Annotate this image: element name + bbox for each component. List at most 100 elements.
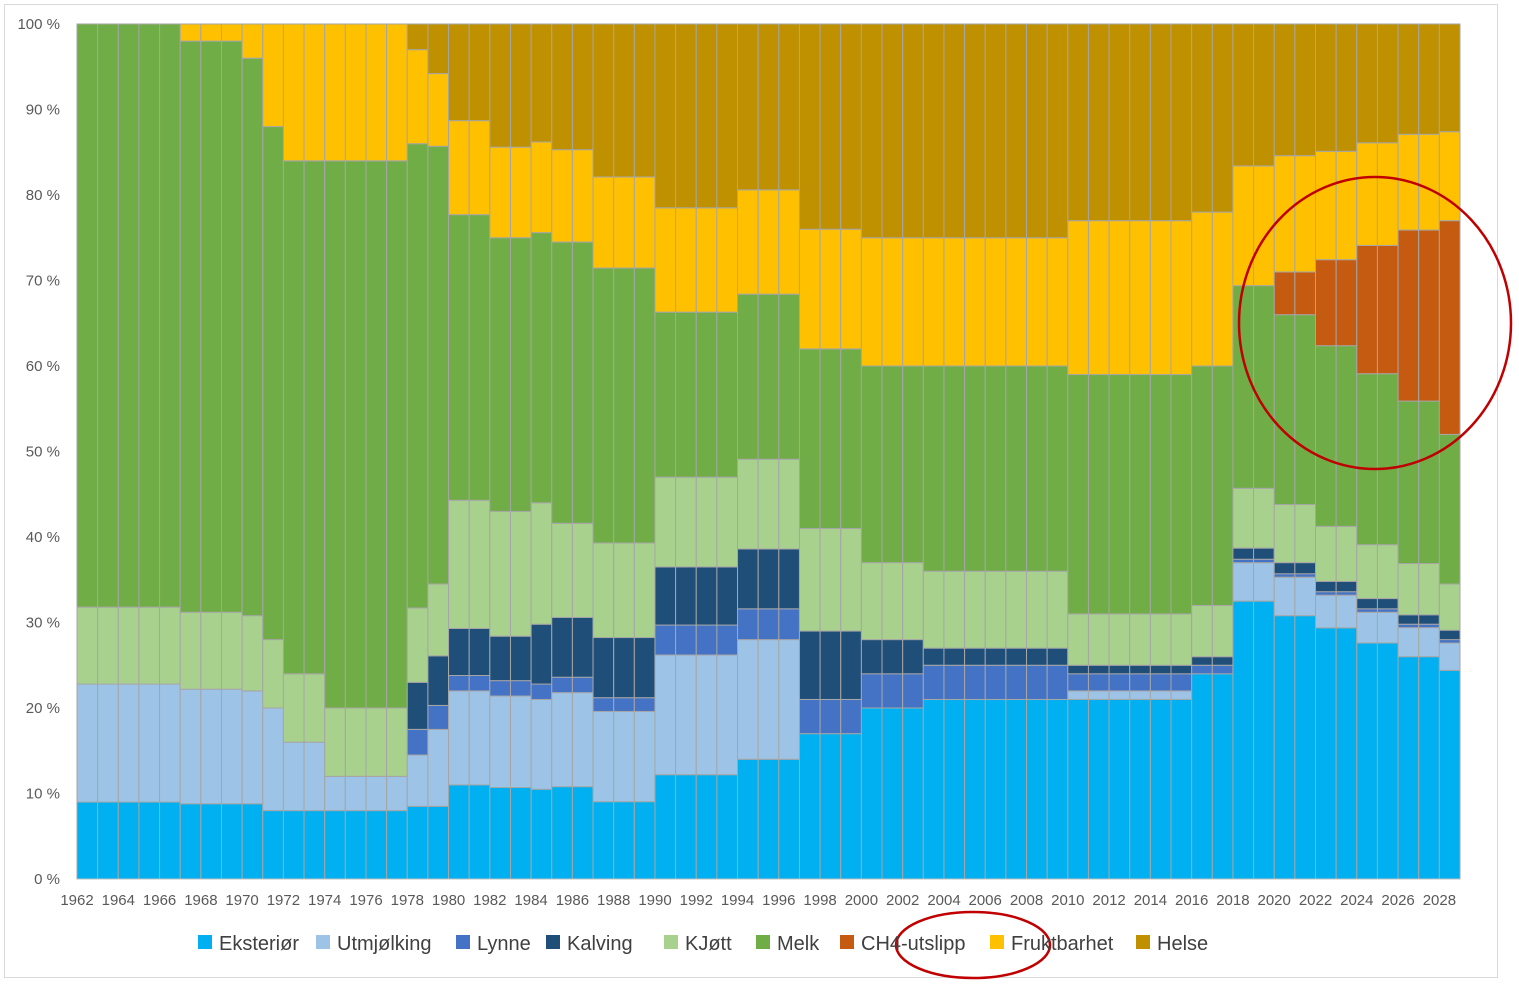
bar-segment	[1170, 664, 1193, 675]
bar-segment	[840, 733, 862, 880]
bar-segment	[1438, 629, 1461, 641]
bar-segment	[1315, 23, 1337, 152]
bar-segment	[241, 615, 264, 692]
bar-segment	[737, 608, 759, 641]
bar-segment	[324, 810, 346, 880]
bar-segment	[571, 241, 594, 524]
bar-segment	[386, 23, 408, 162]
bar-segment	[757, 293, 780, 460]
bar-segment	[1273, 576, 1296, 617]
bar-segment	[1005, 698, 1028, 880]
bar-segment	[633, 267, 656, 544]
bar-segment	[1315, 525, 1337, 582]
bar-segment	[1418, 400, 1440, 565]
bar-segment	[324, 775, 346, 812]
bar-segment	[1253, 165, 1275, 287]
bar-segment	[448, 120, 470, 216]
bar-segment	[1087, 690, 1110, 700]
legend-swatch	[546, 935, 560, 949]
bar-segment	[964, 570, 986, 649]
bar-segment	[386, 160, 408, 709]
bar-segment	[509, 237, 532, 512]
bar-segment	[97, 606, 119, 685]
bar-segment	[489, 23, 511, 148]
bar-segment	[778, 758, 800, 880]
bar-segment	[571, 149, 594, 243]
x-tick-label: 1996	[762, 892, 795, 909]
bar-segment	[1191, 211, 1213, 367]
bar-segment	[1005, 365, 1028, 572]
bar-segment	[1376, 244, 1399, 375]
bar-segment	[1356, 142, 1378, 246]
bar-segment	[902, 237, 924, 367]
x-tick-label: 1972	[267, 892, 300, 909]
legend-swatch	[664, 935, 678, 949]
bar-segment	[1335, 23, 1358, 152]
bar-segment	[1149, 698, 1172, 880]
bar-segment	[1253, 285, 1275, 489]
bar-segment	[716, 566, 739, 626]
bar-segment	[1397, 614, 1420, 625]
bar-segment	[737, 189, 759, 295]
bar-segment	[1067, 374, 1089, 615]
bar-segment	[819, 630, 842, 700]
x-tick-label: 2004	[927, 892, 960, 909]
bar-segment	[1315, 345, 1337, 527]
bar-segment	[881, 365, 904, 564]
bar-segment	[509, 146, 532, 239]
bar-segment	[220, 23, 243, 42]
bar-segment	[1397, 627, 1420, 658]
bar-segment	[943, 647, 966, 666]
bar-segment	[943, 365, 966, 572]
legend-swatch	[198, 935, 212, 949]
bar-segment	[757, 458, 780, 550]
bar-segment	[179, 40, 202, 613]
bar-segment	[509, 510, 532, 637]
bar-segment	[675, 654, 697, 776]
bar-segment	[138, 23, 161, 608]
bar-segment	[902, 639, 924, 675]
bar-segment	[737, 548, 759, 610]
bar-segment	[344, 707, 367, 777]
bar-segment	[1315, 150, 1337, 261]
bar-segment	[964, 365, 986, 572]
bar-segment	[1294, 573, 1317, 578]
bar-segment	[303, 810, 326, 880]
bar-segment	[675, 476, 697, 568]
bar-segment	[571, 692, 594, 788]
x-tick-label: 1984	[514, 892, 547, 909]
bar-segment	[406, 754, 429, 807]
bar-segment	[220, 611, 243, 690]
bar-segment	[633, 697, 656, 712]
bar-segment	[406, 143, 429, 609]
bar-segment	[303, 23, 326, 162]
x-tick-label: 1968	[184, 892, 217, 909]
bar-segment	[1294, 314, 1317, 506]
bar-segment	[1397, 229, 1420, 402]
bar-segment	[530, 23, 553, 143]
bar-segment	[200, 23, 222, 42]
bar-segment	[138, 683, 161, 803]
legend-swatch	[456, 935, 470, 949]
bar-segment	[1067, 698, 1089, 880]
bar-segment	[1294, 271, 1317, 316]
legend-swatch	[316, 935, 330, 949]
bar-segment	[200, 803, 222, 880]
bar-segment	[1046, 647, 1069, 666]
bar-segment	[943, 698, 966, 880]
bar-segment	[241, 690, 264, 805]
x-tick-label: 2000	[845, 892, 878, 909]
bar-segment	[1108, 698, 1131, 880]
bar-segment	[1149, 23, 1172, 222]
bar-segment	[448, 675, 470, 692]
bar-segment	[303, 741, 326, 812]
bar-segment	[840, 228, 862, 350]
bar-segment	[509, 695, 532, 789]
bar-segment	[551, 149, 573, 243]
legend-label: Helse	[1157, 933, 1208, 955]
bar-segment	[695, 774, 718, 880]
bar-segment	[737, 23, 759, 191]
bar-segment	[613, 697, 635, 712]
bar-segment	[406, 681, 429, 730]
x-tick-label: 1980	[432, 892, 465, 909]
